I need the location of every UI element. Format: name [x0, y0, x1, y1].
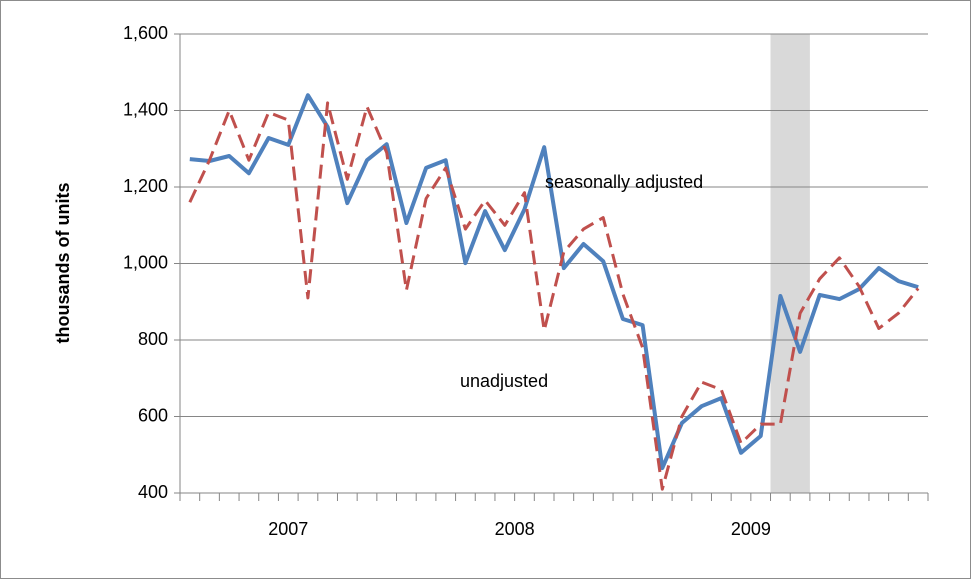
x-group-label: 2009 — [731, 519, 771, 539]
y-tick-label: 1,400 — [123, 99, 168, 119]
y-tick-label: 1,000 — [123, 252, 168, 272]
y-tick-label: 1,600 — [123, 23, 168, 43]
series-line — [189, 93, 919, 471]
y-tick-label: 800 — [138, 329, 168, 349]
x-group-label: 2007 — [268, 519, 308, 539]
series-line — [188, 101, 920, 491]
x-group-label: 2008 — [495, 519, 535, 539]
y-tick-label: 600 — [138, 405, 168, 425]
annotation: seasonally adjusted — [545, 172, 703, 192]
y-tick-label: 1,200 — [123, 176, 168, 196]
annotation: unadjusted — [460, 371, 548, 391]
y-axis-title: thousands of units — [53, 183, 73, 344]
y-tick-label: 400 — [138, 482, 168, 502]
